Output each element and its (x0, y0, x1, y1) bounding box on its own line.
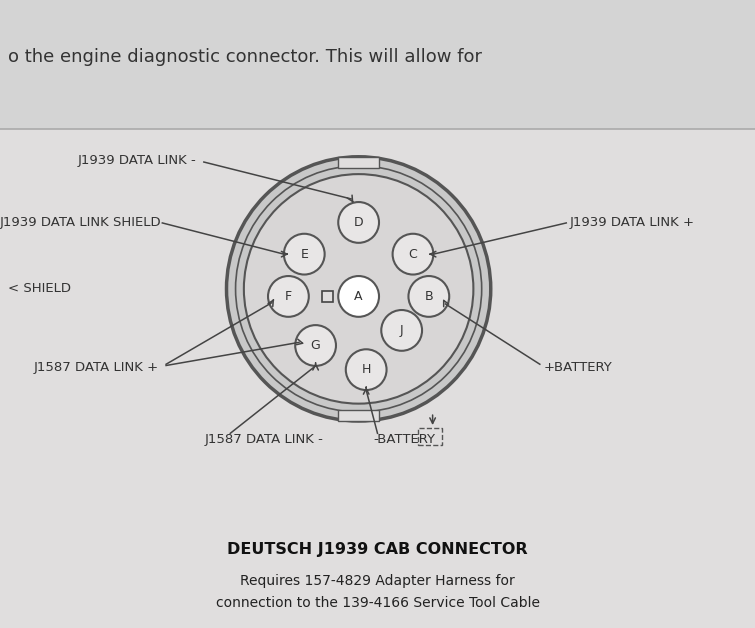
Text: J: J (400, 324, 403, 337)
Bar (322, 291, 333, 301)
Text: connection to the 139-4166 Service Tool Cable: connection to the 139-4166 Service Tool … (215, 596, 540, 610)
Bar (0, 0, 755, 129)
Text: A: A (354, 290, 363, 303)
Ellipse shape (338, 202, 379, 243)
Text: -BATTERY: -BATTERY (373, 433, 435, 446)
Bar (418, 428, 442, 445)
Text: H: H (362, 363, 371, 376)
Text: E: E (300, 247, 308, 261)
Ellipse shape (226, 157, 491, 421)
Ellipse shape (393, 234, 433, 274)
Text: J1939 DATA LINK SHIELD: J1939 DATA LINK SHIELD (0, 217, 162, 229)
Ellipse shape (284, 234, 325, 274)
Ellipse shape (244, 174, 473, 404)
Text: DEUTSCH J1939 CAB CONNECTOR: DEUTSCH J1939 CAB CONNECTOR (227, 542, 528, 557)
Text: B: B (424, 290, 433, 303)
Text: < SHIELD: < SHIELD (8, 283, 70, 295)
Text: o the engine diagnostic connector. This will allow for: o the engine diagnostic connector. This … (8, 48, 482, 65)
Bar (0, 129, 755, 628)
Text: J1939 DATA LINK +: J1939 DATA LINK + (570, 217, 695, 229)
Text: +BATTERY: +BATTERY (544, 361, 612, 374)
Text: D: D (354, 216, 363, 229)
Ellipse shape (346, 349, 387, 390)
Text: F: F (285, 290, 292, 303)
Ellipse shape (338, 276, 379, 317)
Ellipse shape (295, 325, 336, 366)
Text: J1587 DATA LINK -: J1587 DATA LINK - (205, 433, 324, 446)
Bar (337, 409, 379, 421)
Ellipse shape (268, 276, 309, 317)
Text: G: G (311, 339, 320, 352)
Bar (337, 157, 379, 168)
Ellipse shape (408, 276, 449, 317)
Ellipse shape (381, 310, 422, 351)
Text: J1587 DATA LINK +: J1587 DATA LINK + (33, 361, 159, 374)
Text: J1939 DATA LINK -: J1939 DATA LINK - (78, 154, 196, 166)
Text: Requires 157-4829 Adapter Harness for: Requires 157-4829 Adapter Harness for (240, 574, 515, 588)
Text: C: C (408, 247, 418, 261)
